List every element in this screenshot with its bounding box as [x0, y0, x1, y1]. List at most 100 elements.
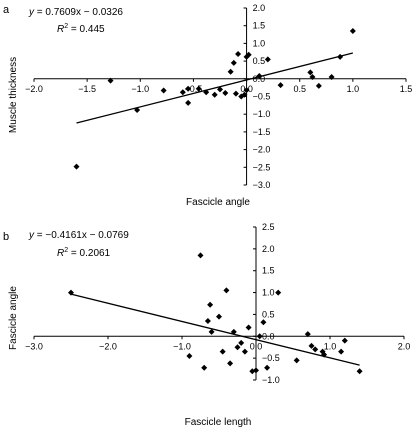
panel-a-data-point	[195, 85, 202, 92]
panel-a-y-tick-label: −1.0	[253, 109, 271, 119]
panel-a-x-tick-label: −2.0	[25, 84, 43, 94]
panel-a-x-tick-label: −1.0	[131, 84, 149, 94]
panel-b-data-point	[241, 348, 248, 355]
panel-b-data-point	[260, 319, 267, 326]
panel-a-data-point	[179, 89, 186, 96]
panel-a-data-point	[264, 56, 271, 63]
panel-b-x-tick-label: 0.0	[250, 341, 263, 351]
panel-a-x-tick-label: 0.5	[293, 84, 306, 94]
panel-a-data-point	[241, 91, 248, 98]
panel-a-y-tick-label: 0.0	[253, 74, 266, 84]
panel-b-data-point	[238, 339, 245, 346]
panel-b: b y = −0.4161x − 0.0769 R2 = 0.2061 Fasc…	[3, 222, 410, 428]
panel-b-y-tick-label: 0.0	[262, 331, 275, 341]
panel-b-data-point	[230, 328, 237, 335]
panel-a-y-tick-label: −2.0	[253, 145, 271, 155]
panel-b-data-point	[227, 360, 234, 367]
panel-a-data-point	[232, 90, 239, 97]
panel-b-data-point	[275, 289, 282, 296]
panel-a-data-point	[230, 59, 237, 66]
panel-a-y-tick-label: 1.0	[253, 38, 266, 48]
panel-b-y-tick-label: 2.5	[262, 222, 275, 232]
panel-b-x-tick-label: 2.0	[398, 341, 411, 351]
panel-a-trendline	[76, 52, 354, 124]
panel-b-data-point	[234, 344, 241, 351]
panel-a-x-tick-label: 1.0	[347, 84, 360, 94]
panel-a-y-tick-label: 2.0	[253, 3, 266, 13]
panel-b-equation: y = −0.4161x − 0.0769	[28, 230, 129, 241]
panel-b-data-point	[341, 337, 348, 344]
panel-b-data-point	[204, 317, 211, 324]
panel-a-data-point	[73, 163, 80, 170]
panel-a-data-point	[217, 86, 223, 93]
panel-a-y-tick-label: 1.5	[253, 21, 266, 31]
panel-b-x-tick-label: −1.0	[173, 341, 191, 351]
panel-a-x-axis-title: Fascicle angle	[186, 197, 250, 208]
panel-a-data-point	[315, 82, 322, 89]
panel-a-data-point	[243, 87, 250, 94]
panel-a-data-point	[307, 69, 314, 76]
panel-b-data-point	[208, 328, 215, 335]
panel-a-y-tick-label: 0.5	[253, 56, 266, 66]
panel-a-equation: y = 0.7609x − 0.0326	[28, 7, 123, 18]
panel-b-data-point	[304, 331, 311, 338]
panel-a-data-point	[235, 51, 242, 58]
panel-b-y-tick-label: 2.0	[262, 244, 275, 254]
panel-b-data-point	[321, 351, 328, 358]
panel-b-data-point	[245, 324, 252, 331]
panel-b-data-point	[264, 364, 271, 371]
panel-a-x-tick-label: 1.5	[400, 84, 413, 94]
panel-b-data-point	[219, 348, 226, 355]
panel-a-data-point	[160, 87, 167, 94]
panel-a-x-tick-label: −1.5	[78, 84, 96, 94]
panel-a-y-tick-label: −1.5	[253, 127, 271, 137]
panel-a-y-axis-title: Muscle thickness	[8, 57, 19, 133]
panel-b-y-tick-label: −1.0	[262, 375, 280, 385]
panel-b-y-tick-label: 0.5	[262, 309, 275, 319]
panel-a-data-point	[256, 72, 263, 79]
panel-a-y-tick-label: −0.5	[253, 92, 271, 102]
panel-b-data-point	[223, 287, 230, 294]
panel-b-x-tick-label: 1.0	[324, 341, 337, 351]
panel-b-x-axis-title: Fascicle length	[185, 417, 252, 428]
panel-b-x-tick-label: −3.0	[25, 341, 43, 351]
panel-b-data-point	[197, 252, 204, 259]
panel-a-r-squared: R2 = 0.445	[57, 23, 105, 35]
panel-b-data-point	[216, 313, 222, 320]
panel-a-x-tick-label: −0.5	[185, 84, 203, 94]
panel-b-data-point	[356, 368, 363, 375]
panel-a-data-point	[185, 85, 192, 92]
panel-a-data-point	[349, 28, 356, 35]
panel-b-trendline	[70, 293, 360, 366]
panel-a-data-point	[227, 68, 234, 75]
panel-b-letter: b	[3, 231, 9, 243]
panel-b-x-tick-label: −2.0	[99, 341, 117, 351]
panel-b-r-squared: R2 = 0.2061	[57, 247, 111, 259]
panel-b-data-point	[201, 364, 208, 371]
panel-b-y-tick-label: 1.0	[262, 288, 275, 298]
panel-b-y-tick-label: 1.5	[262, 266, 275, 276]
panel-a-data-point	[245, 51, 252, 58]
panel-a-data-point	[185, 99, 192, 106]
panel-b-data-point	[256, 333, 263, 340]
panel-a-data-point	[309, 74, 316, 81]
panel-a-data-point	[211, 91, 218, 98]
panel-b-data-point	[253, 367, 259, 374]
panel-b-y-tick-label: −0.5	[262, 353, 280, 363]
panel-b-y-axis-title: Fascicle angle	[8, 286, 19, 350]
panel-a: a y = 0.7609x − 0.0326 R2 = 0.445 Fascic…	[3, 3, 412, 208]
panel-b-data-point	[308, 342, 315, 349]
panel-b-data-point	[68, 289, 74, 296]
panel-b-data-point	[312, 346, 319, 353]
panel-a-data-point	[107, 77, 114, 84]
panel-a-data-point	[134, 106, 141, 113]
panel-a-data-point	[222, 89, 229, 96]
panel-b-data-point	[186, 352, 193, 359]
panel-b-data-point	[293, 357, 300, 364]
panel-b-data-point	[338, 348, 345, 355]
panel-a-y-tick-label: −2.5	[253, 162, 271, 172]
panel-a-data-point	[203, 89, 210, 96]
panel-b-data-point	[207, 301, 214, 308]
panel-a-data-point	[337, 53, 344, 60]
panel-a-data-point	[277, 82, 284, 89]
